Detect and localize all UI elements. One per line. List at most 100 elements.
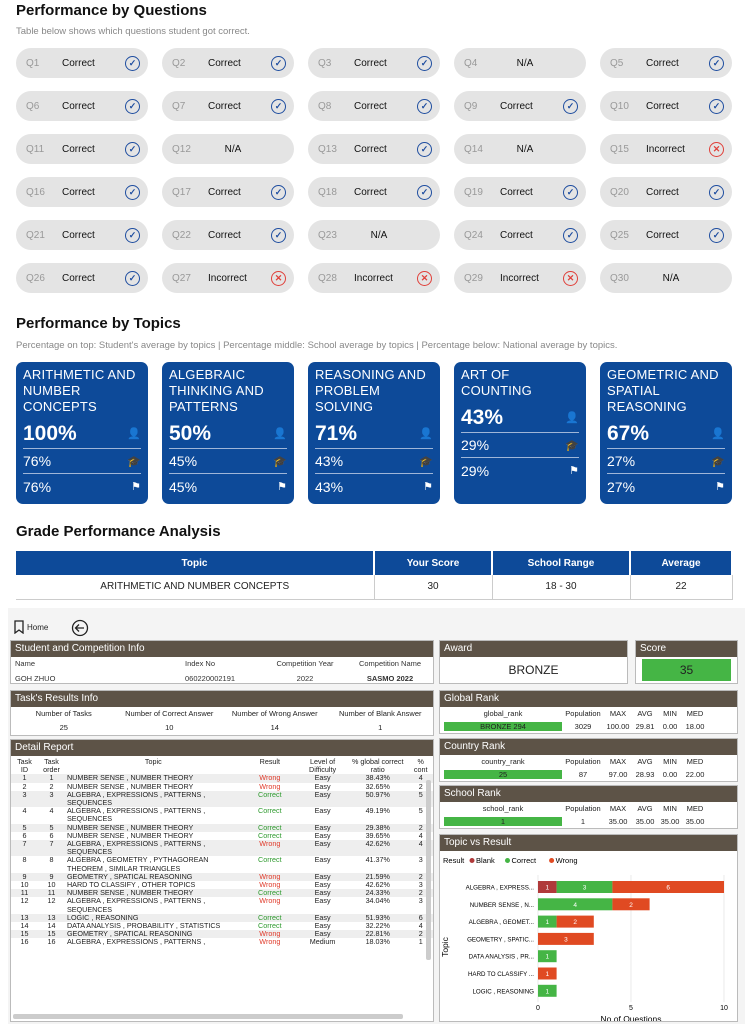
home-label: Home xyxy=(27,622,49,632)
detail-cell: Easy xyxy=(314,888,331,898)
bar-segment xyxy=(538,932,594,945)
school-cap-icon: 🎓 xyxy=(419,455,433,468)
rank-value: 3029 xyxy=(574,722,592,731)
bar-segment xyxy=(538,967,557,980)
bookmark-icon xyxy=(14,620,24,634)
horizontal-scrollbar[interactable] xyxy=(13,1014,403,1019)
question-pill: Q12 N/A xyxy=(162,134,294,164)
rank-header: MAX xyxy=(609,709,627,718)
question-pill: Q9 Correct ✓ xyxy=(454,91,586,121)
x-axis-label: No of Questions xyxy=(601,1014,662,1021)
question-pill: Q28 Incorrect ✕ xyxy=(308,263,440,293)
question-pill: Q14 N/A xyxy=(454,134,586,164)
question-number: Q25 xyxy=(610,229,629,241)
info-index: 060220002191 xyxy=(185,674,236,683)
detail-cell: ALGEBRA , EXPRESSIONS , PATTERNS , SEQUE… xyxy=(66,896,206,914)
question-result: Correct xyxy=(208,100,241,112)
grade-header-topic: Topic xyxy=(16,551,375,575)
flag-icon: ⚑ xyxy=(715,481,725,493)
detail-cell: 39.65% xyxy=(365,830,390,840)
table-row: 13 13 LOGIC , REASONING Correct Easy 51.93% 6 xyxy=(11,913,433,923)
school-cap-icon: 🎓 xyxy=(127,455,141,468)
question-number: Q9 xyxy=(464,100,478,112)
question-pill: Q16 Correct ✓ xyxy=(16,177,148,207)
detail-cell: 32.22% xyxy=(365,921,390,931)
score-title: Score xyxy=(636,641,737,657)
check-circle-icon: ✓ xyxy=(709,98,724,114)
question-pill: Q4 N/A xyxy=(454,48,586,78)
student-icon: 👤 xyxy=(273,428,287,440)
check-circle-icon: ✓ xyxy=(271,227,286,243)
table-row: 7 7 ALGEBRA , EXPRESSIONS , PATTERNS , SEQ… xyxy=(11,839,433,857)
bar-segment xyxy=(538,898,613,911)
table-row: 1 1 NUMBER SENSE , NUMBER THEORY Wrong Easy 3… xyxy=(11,773,433,783)
back-arrow-icon[interactable] xyxy=(71,619,89,637)
rank-header: MED xyxy=(686,757,704,766)
x-circle-icon: ✕ xyxy=(271,270,286,286)
check-circle-icon: ✓ xyxy=(417,184,432,200)
topic-national-pct: 27% xyxy=(607,478,636,495)
table-row: 12 12 ALGEBRA , EXPRESSIONS , PATTERNS , S… xyxy=(11,896,433,914)
detail-cell: 9 xyxy=(49,871,54,881)
detail-cell: Correct xyxy=(258,789,282,799)
flag-icon: ⚑ xyxy=(277,481,287,493)
rank-header: AVG xyxy=(637,804,653,813)
question-number: Q26 xyxy=(26,272,45,284)
question-pill: Q3 Correct ✓ xyxy=(308,48,440,78)
rank-header: MED xyxy=(686,804,704,813)
rank-header: AVG xyxy=(637,709,653,718)
topic-name: ART OF COUNTING xyxy=(461,367,532,398)
question-result: N/A xyxy=(516,57,534,69)
tr-header-correct: Number of Correct Answer xyxy=(125,709,214,718)
topic-national-pct: 29% xyxy=(461,462,490,479)
question-result: Correct xyxy=(646,229,679,241)
detail-cell: 16 xyxy=(47,937,56,947)
question-pill: Q11 Correct ✓ xyxy=(16,134,148,164)
question-number: Q15 xyxy=(610,143,629,155)
question-result: Correct xyxy=(62,57,95,69)
legend-title: Result xyxy=(443,856,465,865)
detail-cell: 5 xyxy=(418,789,423,799)
x-circle-icon: ✕ xyxy=(709,141,724,157)
detail-header-cell: % global correct ratio xyxy=(351,757,404,775)
rank-value-bar: 25 xyxy=(444,770,562,779)
bar-segment xyxy=(612,898,650,911)
question-number: Q12 xyxy=(172,143,191,155)
detail-cell: Easy xyxy=(314,896,331,906)
question-result: Correct xyxy=(62,143,95,155)
bar-segment xyxy=(556,915,594,928)
check-circle-icon: ✓ xyxy=(125,227,140,243)
check-circle-icon: ✓ xyxy=(709,227,724,243)
home-button[interactable]: Home xyxy=(14,620,48,634)
vertical-scrollbar[interactable] xyxy=(426,780,431,960)
question-result: Correct xyxy=(500,186,533,198)
detail-cell: NUMBER SENSE , NUMBER THEORY xyxy=(66,830,194,840)
question-number: Q18 xyxy=(318,186,337,198)
detail-cell: 6 xyxy=(22,830,27,840)
question-number: Q17 xyxy=(172,186,191,198)
detail-cell: Correct xyxy=(258,822,282,832)
topic-card: ALGEBRAIC THINKING AND PATTERNS 50% 👤 45% 🎓 4… xyxy=(162,362,294,504)
detail-cell: 15 xyxy=(47,929,56,939)
tr-blank: 1 xyxy=(378,723,383,732)
question-number: Q4 xyxy=(464,57,478,69)
detail-cell: 41.37% xyxy=(365,855,390,865)
check-circle-icon: ✓ xyxy=(125,141,140,157)
legend-label: Wrong xyxy=(556,856,578,865)
detail-cell: Correct xyxy=(258,855,282,865)
question-number: Q24 xyxy=(464,229,483,241)
y-tick-label: DATA ANALYSIS , PR... xyxy=(469,954,535,961)
detail-cell: Wrong xyxy=(259,773,281,783)
rank-value: 35.00 xyxy=(685,817,705,826)
school-cap-icon: 🎓 xyxy=(273,455,287,468)
bar-data-label: 3 xyxy=(564,936,568,943)
detail-cell: 10 xyxy=(20,880,29,890)
question-number: Q2 xyxy=(172,57,186,69)
student-icon: 👤 xyxy=(419,428,433,440)
grade-header-score: Your Score xyxy=(374,551,493,575)
topic-vs-result-panel: Topic vs Result Result Blank Correct Wrong 0… xyxy=(439,834,738,1024)
detail-cell: Wrong xyxy=(259,781,281,791)
detail-cell: 49.19% xyxy=(365,806,390,816)
question-pill: Q23 N/A xyxy=(308,220,440,250)
tr-header-tasks: Number of Tasks xyxy=(35,709,92,718)
